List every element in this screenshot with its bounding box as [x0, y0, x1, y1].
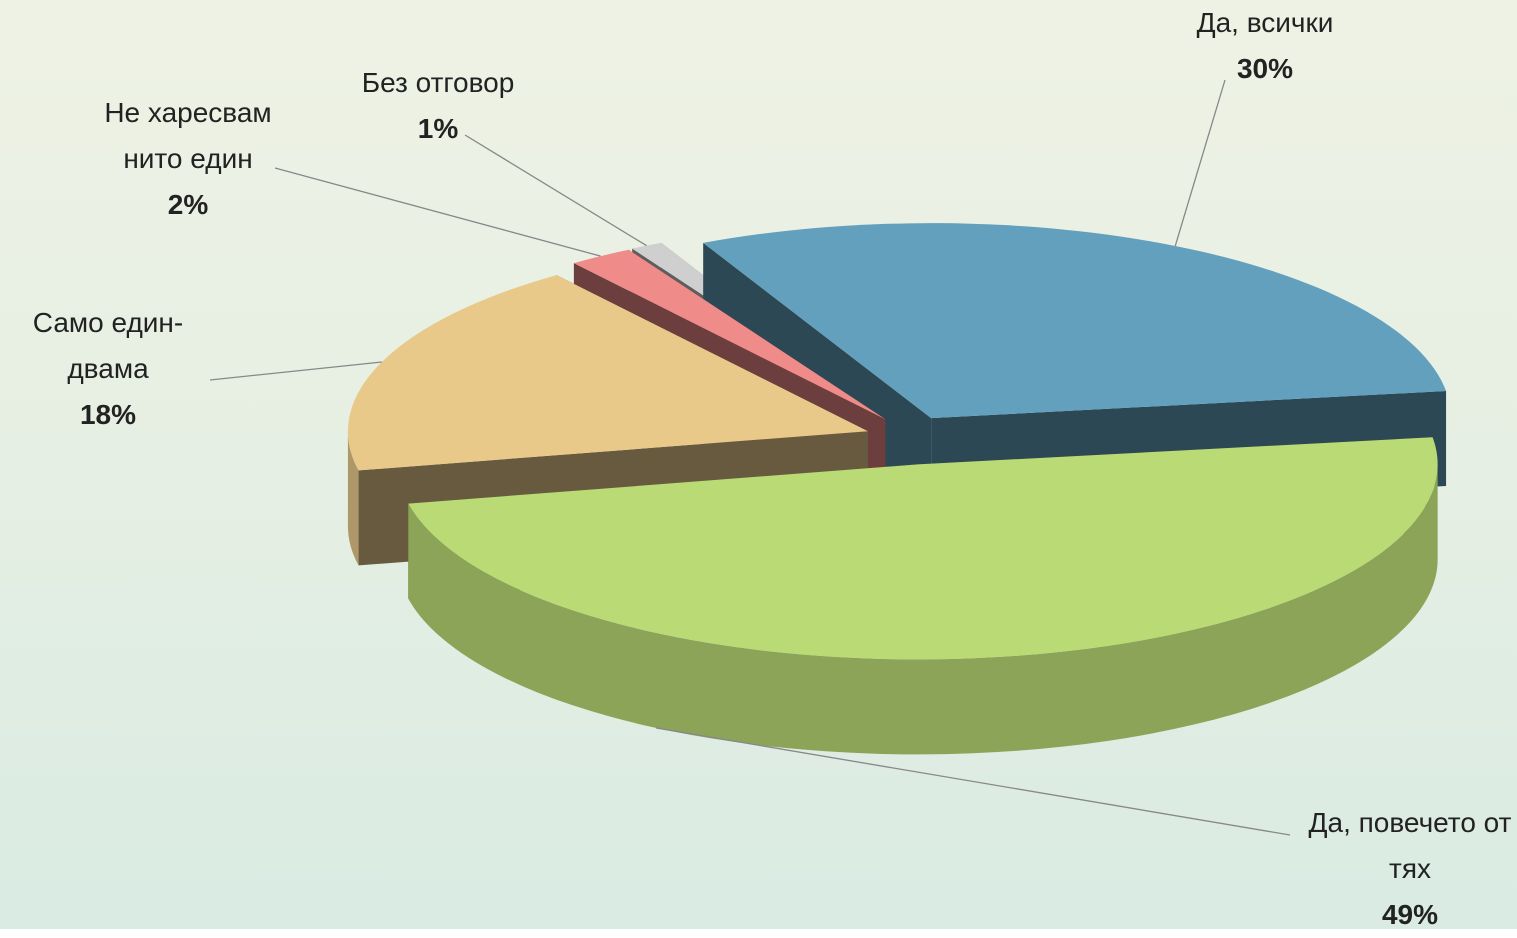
slice: [573, 249, 886, 420]
slice: [703, 223, 1447, 419]
category-label: Не харесвам нито един: [104, 97, 272, 174]
leader-line: [464, 134, 647, 247]
slice: [408, 437, 1438, 660]
value-label: 49%: [1381, 899, 1439, 930]
value-label: 2%: [167, 189, 209, 220]
data-label: Да, повечето от тях 49%: [1295, 800, 1517, 938]
value-label: 18%: [79, 399, 137, 430]
category-label: Да, повечето от тях: [1308, 807, 1512, 884]
category-label: Само един-двама: [32, 307, 184, 384]
slice-wall: [408, 464, 1438, 755]
value-label: 30%: [1236, 53, 1294, 84]
slice: [347, 275, 868, 471]
leader-line: [1174, 79, 1226, 247]
data-label: Без отговор 1%: [328, 60, 548, 152]
category-label: Без отговор: [361, 67, 515, 98]
leader-line: [655, 727, 1291, 836]
slice-wall: [347, 431, 359, 566]
value-label: 1%: [417, 113, 459, 144]
data-label: Не харесвам нито един 2%: [78, 90, 298, 228]
leader-line: [209, 361, 382, 381]
leader-line: [274, 167, 601, 257]
data-label: Да, всички 30%: [1135, 0, 1395, 92]
category-label: Да, всички: [1196, 7, 1334, 38]
data-label: Само един-двама 18%: [0, 300, 218, 438]
